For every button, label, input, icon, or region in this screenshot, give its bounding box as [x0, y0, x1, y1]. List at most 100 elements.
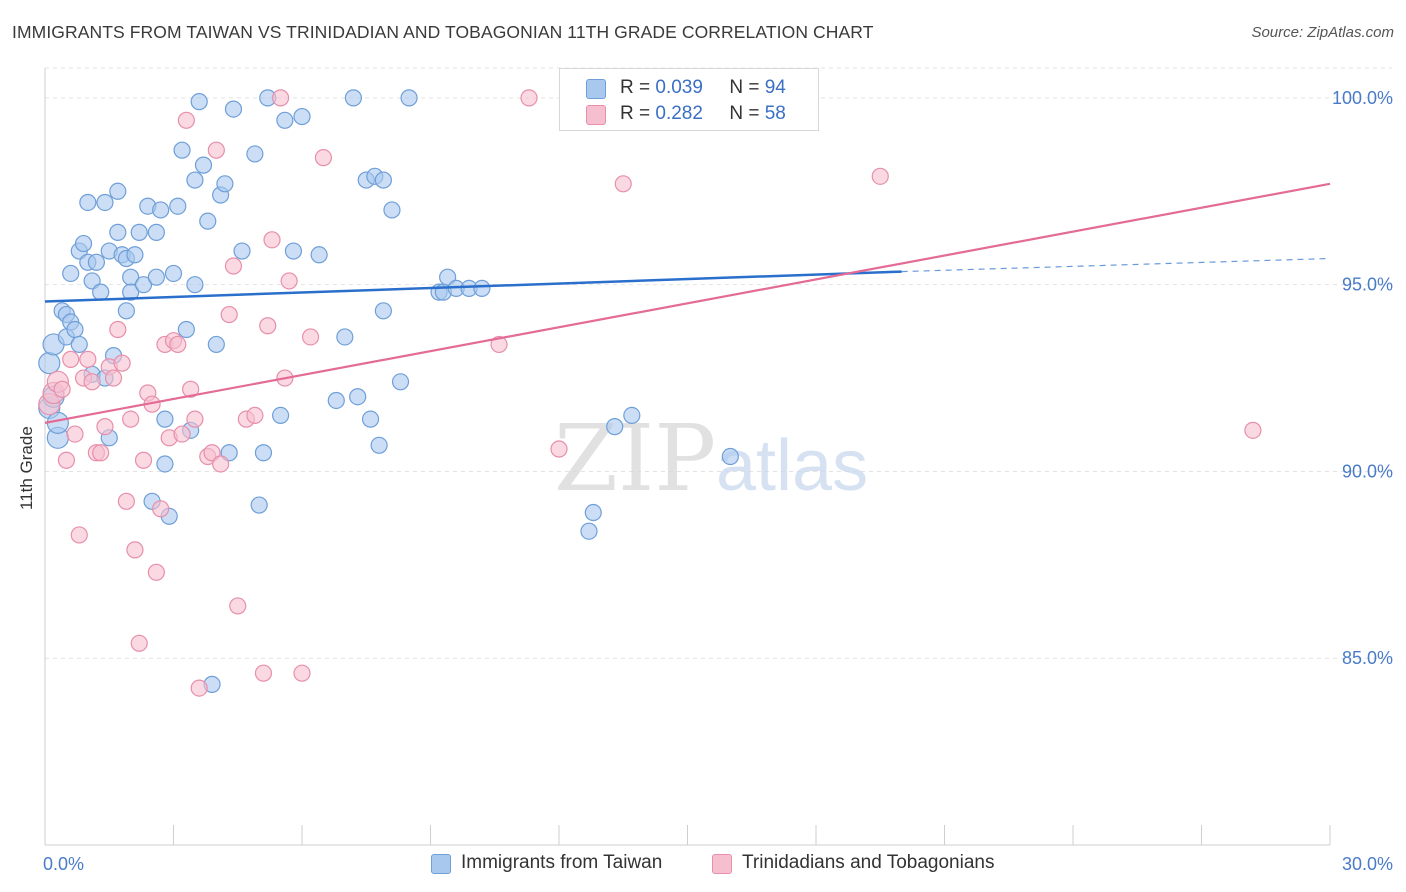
trinidad-point	[79, 350, 97, 368]
taiwan-point	[74, 234, 93, 253]
taiwan-point	[473, 279, 491, 297]
trinidad-point	[122, 410, 140, 428]
trinidad-point	[301, 328, 320, 346]
taiwan-point	[207, 335, 225, 354]
taiwan-point	[96, 193, 114, 212]
trinidad-point	[66, 425, 84, 443]
taiwan-point	[126, 246, 144, 264]
trinidad-point	[57, 451, 76, 469]
y-axis-label: 11th Grade	[17, 426, 36, 510]
taiwan-point	[310, 246, 328, 264]
trinidad-point	[220, 305, 238, 324]
taiwan-point	[254, 444, 273, 462]
taiwan-point	[224, 100, 243, 118]
taiwan-point	[62, 264, 80, 283]
trinidad-point	[314, 149, 333, 167]
x-tick-label: 30.0%	[1342, 854, 1393, 874]
taiwan-point	[109, 223, 127, 241]
n-label: N =	[729, 103, 765, 124]
trinidad-point	[182, 380, 200, 398]
taiwan-point	[271, 406, 290, 425]
n-value: 94	[764, 77, 786, 98]
trinidad-point	[92, 444, 110, 462]
taiwan-point	[216, 175, 234, 193]
taiwan-point	[293, 107, 311, 126]
trinidad-point	[224, 257, 243, 275]
taiwan-point	[173, 141, 191, 159]
chart-title: IMMIGRANTS FROM TAIWAN VS TRINIDADIAN AN…	[12, 22, 874, 42]
taiwan-point	[199, 212, 217, 230]
source-label: Source: ZipAtlas.com	[1251, 24, 1394, 41]
trinidad-point	[96, 418, 114, 436]
taiwan-point	[109, 182, 127, 200]
y-tick-label: 100.0%	[1332, 88, 1393, 108]
y-tick-label: 90.0%	[1342, 461, 1393, 481]
taiwan-swatch	[586, 79, 606, 99]
taiwan-point	[370, 436, 388, 454]
watermark-atlas: atlas	[716, 426, 868, 506]
taiwan-point	[147, 268, 165, 286]
taiwan-point	[233, 242, 251, 260]
trinidad-point	[147, 563, 165, 581]
taiwan-point	[349, 388, 367, 406]
trinidad-point	[1244, 421, 1262, 439]
legend-label-trinidad: Trinidadians and Tobagonians	[742, 852, 995, 873]
n-label: N =	[729, 77, 765, 98]
trinidad-point	[207, 141, 225, 159]
taiwan-point	[38, 352, 61, 375]
trinidad-legend-swatch	[712, 854, 732, 874]
r-value: 0.282	[655, 103, 703, 124]
taiwan-point	[400, 89, 418, 107]
r-label: R =	[620, 103, 656, 124]
taiwan-point	[383, 201, 401, 219]
trinidad-point	[550, 440, 568, 458]
trinidad-trend-line	[44, 182, 1331, 424]
trinidad-point	[130, 634, 148, 652]
y-tick-label: 85.0%	[1342, 648, 1393, 668]
taiwan-point	[79, 193, 97, 212]
trinidad-point	[263, 231, 281, 249]
taiwan-point	[156, 410, 174, 428]
trinidad-point	[520, 89, 538, 107]
trinidad-point	[173, 425, 191, 443]
taiwan-trend-extension	[901, 257, 1331, 273]
taiwan-point	[327, 391, 345, 410]
trinidad-point	[293, 664, 311, 682]
taiwan-point	[336, 328, 354, 346]
y-tick-label: 95.0%	[1342, 275, 1393, 295]
taiwan-point	[130, 223, 148, 241]
taiwan-point	[246, 145, 264, 163]
trinidad-point	[70, 526, 88, 544]
taiwan-point	[250, 496, 268, 514]
taiwan-trend-line	[44, 270, 902, 303]
trinidad-swatch	[586, 105, 606, 125]
trinidad-point	[254, 664, 273, 682]
taiwan-point	[177, 320, 195, 339]
stats-legend: R = 0.039 N = 94 R = 0.282 N = 58	[559, 68, 819, 131]
taiwan-point	[92, 283, 110, 301]
taiwan-point	[374, 171, 392, 189]
trinidad-point	[104, 369, 123, 387]
trinidad-point	[259, 317, 277, 335]
trinidad-point	[83, 373, 101, 391]
trinidad-point	[271, 89, 290, 107]
taiwan-point	[374, 302, 392, 320]
taiwan-point	[391, 373, 410, 391]
r-value: 0.039	[655, 77, 703, 98]
taiwan-point	[70, 335, 88, 354]
x-tick-label: 0.0%	[43, 854, 84, 874]
trinidad-point	[134, 451, 153, 469]
taiwan-point	[361, 410, 380, 428]
trinidad-point	[614, 175, 632, 193]
taiwan-point	[276, 111, 294, 129]
taiwan-point	[190, 93, 208, 111]
trinidad-point	[186, 410, 204, 428]
r-label: R =	[620, 77, 656, 98]
trinidad-point	[490, 335, 508, 354]
taiwan-point	[606, 418, 624, 436]
taiwan-point	[186, 276, 204, 294]
trinidad-point	[117, 492, 135, 510]
trinidad-point	[280, 272, 298, 290]
taiwan-point	[584, 503, 602, 522]
trinidad-point	[190, 679, 208, 697]
